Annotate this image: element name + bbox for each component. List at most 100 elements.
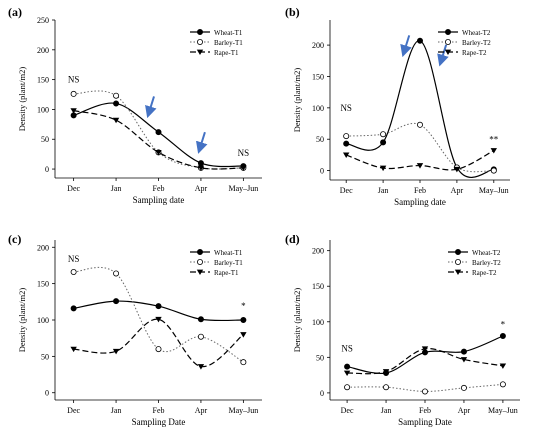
legend-entry: Wheat-T2 bbox=[472, 249, 501, 257]
data-point-barley-t2 bbox=[343, 133, 350, 140]
data-point-rape-t2 bbox=[343, 370, 351, 377]
series-line-rape-t1 bbox=[73, 318, 244, 368]
x-tick-label: May–Jun bbox=[228, 184, 258, 193]
y-tick-label: 100 bbox=[37, 105, 49, 114]
data-point-barley-t1 bbox=[70, 268, 77, 275]
legend-marker bbox=[444, 49, 452, 56]
x-axis-label: Sampling date bbox=[394, 197, 446, 207]
x-tick-label: Dec bbox=[340, 186, 353, 195]
data-point-barley-t2 bbox=[499, 381, 506, 388]
data-point-rape-t2 bbox=[343, 152, 350, 158]
data-point-rape-t2 bbox=[499, 363, 507, 369]
legend-entry: Barley-T1 bbox=[214, 259, 243, 267]
panel-c: (c) 0 50 100 150 200 Dec Jan Feb Apr May–Jun Sampli… bbox=[8, 232, 262, 427]
y-axis-label: Density (plant/m2) bbox=[292, 68, 302, 133]
data-point-barley-t2 bbox=[416, 121, 423, 128]
y-tick-label: 150 bbox=[312, 282, 324, 291]
legend-marker bbox=[196, 49, 204, 56]
data-point-rape-t2 bbox=[379, 165, 387, 172]
highlight-arrow bbox=[145, 96, 157, 119]
data-point-barley-t1 bbox=[240, 359, 247, 366]
legend-marker bbox=[444, 28, 451, 35]
significance-annotation: NS bbox=[68, 75, 80, 85]
y-tick-label: 50 bbox=[316, 135, 324, 144]
y-tick-label: 200 bbox=[37, 243, 49, 252]
legend-marker bbox=[196, 248, 203, 255]
legend-marker bbox=[196, 39, 203, 46]
data-point-rape-t2 bbox=[421, 346, 429, 352]
x-tick-label: Feb bbox=[419, 406, 431, 415]
data-point-barley-t2 bbox=[344, 384, 351, 391]
data-point-barley-t2 bbox=[383, 384, 390, 391]
data-point-barley-t1 bbox=[197, 333, 204, 340]
legend-marker bbox=[454, 258, 461, 265]
data-point-barley-t1 bbox=[70, 90, 77, 97]
data-point-barley-t2 bbox=[490, 167, 497, 174]
x-axis-label: Sampling Date bbox=[132, 417, 186, 427]
legend-entry: Wheat-T2 bbox=[462, 29, 491, 37]
x-tick-label: Feb bbox=[153, 184, 165, 193]
legend-marker bbox=[444, 39, 451, 46]
x-tick-label: May–Jun bbox=[228, 406, 258, 415]
legend-entry: Barley-T1 bbox=[214, 39, 243, 47]
legend-entry: Rape-T2 bbox=[462, 49, 487, 57]
highlight-arrow bbox=[400, 35, 412, 58]
series-line-barley-t2 bbox=[346, 123, 494, 173]
panel-a: (a) 0 50 100 150 200 250 Dec Jan Feb Apr May–Jun Sam… bbox=[8, 5, 262, 205]
highlight-arrow bbox=[437, 44, 449, 67]
legend-marker bbox=[454, 248, 461, 255]
y-tick-label: 0 bbox=[45, 389, 49, 398]
data-point-barley-t1 bbox=[113, 92, 120, 99]
legend-marker bbox=[196, 269, 204, 276]
data-point-rape-t1 bbox=[112, 348, 120, 355]
y-tick-label: 200 bbox=[37, 46, 49, 55]
data-point-wheat-t1 bbox=[197, 316, 204, 323]
x-tick-label: Apr bbox=[458, 406, 471, 415]
x-axis-label: Sampling date bbox=[133, 195, 185, 205]
y-tick-label: 150 bbox=[312, 72, 324, 81]
legend-entry: Barley-T2 bbox=[472, 259, 501, 267]
y-tick-label: 150 bbox=[37, 280, 49, 289]
y-tick-label: 200 bbox=[312, 41, 324, 50]
x-tick-label: Jan bbox=[111, 406, 122, 415]
data-point-rape-t2 bbox=[460, 357, 468, 363]
y-tick-label: 0 bbox=[45, 165, 49, 174]
significance-annotation: ** bbox=[489, 134, 499, 144]
legend-marker bbox=[196, 28, 203, 35]
data-point-wheat-t2 bbox=[380, 139, 387, 146]
series-line-wheat-t2 bbox=[346, 40, 494, 178]
x-tick-label: Jan bbox=[378, 186, 389, 195]
legend-entry: Rape-T2 bbox=[472, 269, 497, 277]
legend-entry: Rape-T1 bbox=[214, 269, 239, 277]
x-tick-label: Apr bbox=[195, 406, 208, 415]
data-point-rape-t1 bbox=[240, 165, 247, 171]
panel-label: (a) bbox=[8, 5, 22, 19]
data-point-wheat-t1 bbox=[113, 298, 120, 305]
significance-annotation: NS bbox=[341, 344, 353, 354]
legend-entry: Wheat-T1 bbox=[214, 249, 243, 257]
data-point-rape-t1 bbox=[197, 364, 205, 370]
data-point-rape-t2 bbox=[490, 148, 497, 154]
data-point-barley-t2 bbox=[460, 384, 467, 391]
y-tick-label: 50 bbox=[316, 353, 324, 362]
panel-label: (d) bbox=[285, 232, 300, 246]
x-tick-label: Feb bbox=[414, 186, 426, 195]
significance-annotation: NS bbox=[340, 103, 352, 113]
panel-b: (b) 0 50 100 150 200 Dec Jan Feb Apr May–Jun Sampli… bbox=[285, 5, 510, 207]
data-point-barley-t2 bbox=[421, 388, 428, 395]
data-point-barley-t1 bbox=[155, 346, 162, 353]
data-point-wheat-t2 bbox=[460, 348, 467, 355]
y-tick-label: 100 bbox=[37, 316, 49, 325]
y-tick-label: 0 bbox=[320, 389, 324, 398]
highlight-arrow bbox=[195, 131, 208, 154]
significance-annotation: NS bbox=[238, 148, 250, 158]
data-point-wheat-t2 bbox=[343, 140, 350, 147]
data-point-wheat-t1 bbox=[240, 316, 247, 323]
x-tick-label: Dec bbox=[67, 184, 80, 193]
legend-entry: Barley-T2 bbox=[462, 39, 491, 47]
x-tick-label: Jan bbox=[111, 184, 122, 193]
data-point-barley-t1 bbox=[113, 270, 120, 277]
data-point-wheat-t2 bbox=[344, 363, 351, 370]
x-tick-label: Dec bbox=[67, 406, 80, 415]
